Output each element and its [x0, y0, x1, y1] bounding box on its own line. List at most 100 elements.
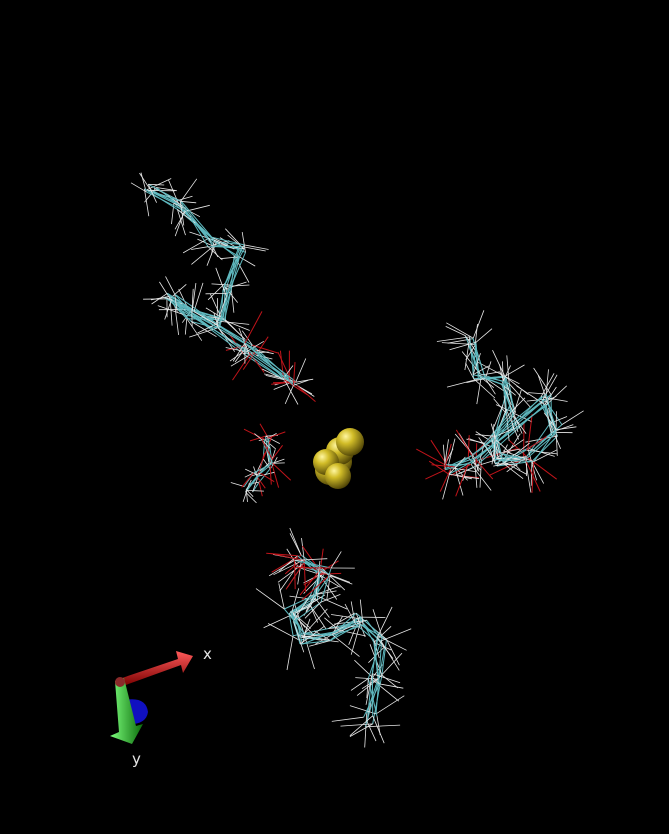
bond-line — [455, 463, 469, 497]
bond-line — [211, 236, 229, 246]
bond-line — [174, 293, 193, 314]
bond-line — [224, 285, 233, 321]
bond-line — [476, 443, 485, 472]
bond-line — [448, 456, 466, 475]
bond-line — [314, 594, 348, 610]
bond-line — [475, 343, 480, 376]
bond-line — [504, 364, 525, 377]
bond-line — [272, 462, 292, 481]
bond-line — [262, 458, 271, 470]
bond-line — [544, 386, 557, 405]
bond-line — [252, 476, 259, 493]
bond-line — [472, 365, 490, 376]
bond-line — [464, 336, 471, 371]
bond-line — [225, 246, 243, 297]
bond-line — [193, 311, 222, 322]
bond-line — [531, 461, 535, 493]
bond-line — [446, 322, 473, 339]
bond-line — [156, 187, 177, 192]
bond-line — [454, 466, 468, 481]
bond-line — [324, 617, 340, 631]
bond-line — [309, 604, 327, 629]
bond-line — [271, 554, 302, 573]
bond-line — [313, 630, 331, 641]
bond-line — [246, 472, 261, 491]
bond-line — [241, 232, 246, 253]
bond-line — [130, 182, 147, 193]
bond-line — [454, 466, 464, 496]
bond-line — [349, 705, 377, 715]
bond-line — [230, 288, 235, 313]
bond-line — [279, 350, 284, 379]
bond-line — [545, 369, 549, 395]
bond-line — [254, 433, 263, 441]
bond-line — [268, 560, 295, 577]
bond-line — [256, 471, 275, 477]
bond-line — [191, 321, 218, 329]
bond-line — [446, 378, 479, 388]
bond-line — [527, 413, 533, 449]
bond-line — [174, 294, 178, 313]
bond-line — [248, 351, 297, 386]
bond-line — [481, 448, 517, 460]
bond-line — [465, 343, 477, 361]
bond-line — [505, 408, 519, 440]
bond-line — [293, 362, 296, 386]
bond-line — [465, 362, 475, 379]
bond-line — [467, 403, 549, 465]
bond-line — [297, 559, 302, 585]
bond-line — [303, 559, 307, 593]
bond-line — [477, 361, 505, 377]
bond-line — [540, 396, 568, 402]
bond-line — [304, 608, 328, 634]
bond-line — [174, 207, 186, 237]
bond-line — [289, 533, 302, 556]
bond-line — [310, 571, 326, 607]
bond-line — [528, 392, 547, 395]
bond-line — [245, 468, 259, 476]
bond-line — [340, 723, 373, 727]
bond-line — [303, 571, 326, 594]
bond-line — [273, 559, 305, 576]
bond-line — [315, 560, 321, 595]
bond-line — [508, 383, 515, 413]
bond-line — [471, 455, 480, 472]
bond-line — [533, 449, 558, 462]
bond-line — [191, 313, 219, 329]
bond-line — [378, 646, 385, 679]
bond-line — [303, 559, 331, 576]
ligand-spheres — [313, 428, 364, 489]
bond-line — [269, 449, 276, 466]
bond-line — [428, 460, 450, 475]
bond-line — [366, 678, 372, 722]
bond-line — [449, 341, 477, 351]
bond-line — [549, 423, 561, 449]
bond-line — [365, 724, 401, 728]
bond-line — [257, 452, 266, 476]
bond-line — [144, 188, 150, 217]
bond-line — [148, 183, 165, 186]
bond-line — [209, 293, 222, 319]
bond-line — [443, 439, 449, 469]
bond-line — [496, 444, 508, 467]
bond-line — [168, 179, 180, 206]
bond-line — [445, 326, 466, 336]
bond-line — [439, 467, 452, 492]
bond-line — [180, 200, 217, 243]
bond-line — [243, 428, 265, 440]
bond-line — [499, 364, 504, 382]
bond-line — [139, 172, 151, 190]
bond-line — [443, 443, 452, 470]
axes-indicator: x y — [110, 645, 212, 768]
bond-line — [232, 354, 250, 381]
bond-line — [245, 491, 257, 504]
bond-line — [294, 559, 332, 569]
bond-line — [300, 640, 330, 645]
bond-line — [363, 683, 380, 718]
bond-line — [329, 623, 361, 642]
bond-line — [244, 472, 254, 478]
bond-line — [300, 567, 320, 575]
x-axis-label: x — [203, 645, 212, 663]
bond-line — [180, 200, 197, 204]
